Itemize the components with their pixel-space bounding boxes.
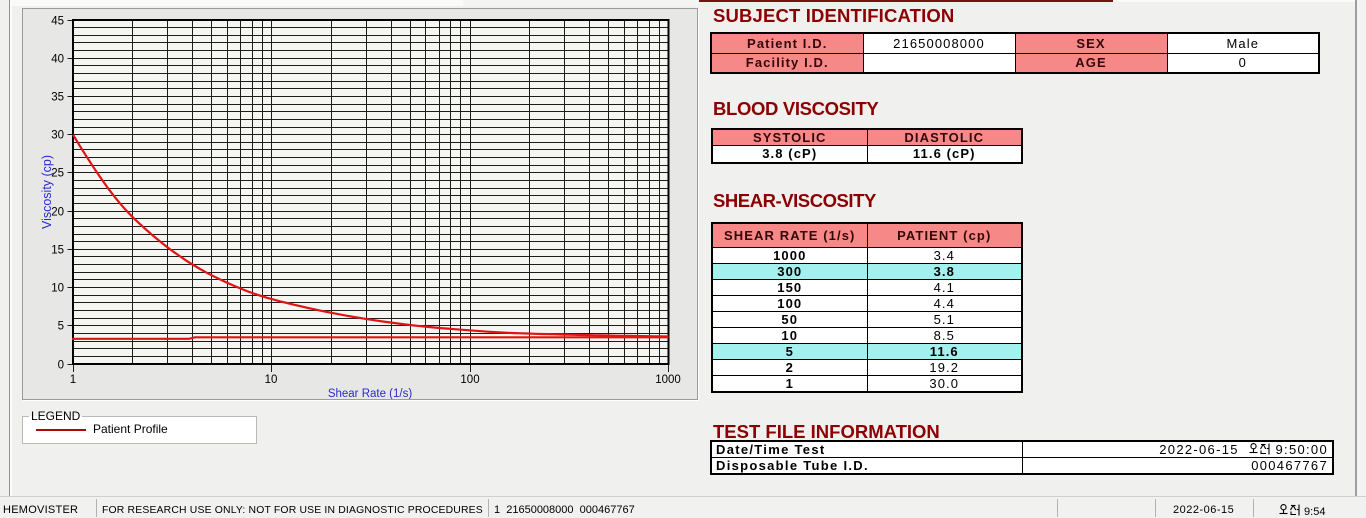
svg-text:15: 15 (51, 245, 64, 257)
svg-text:Viscosity (cp): Viscosity (cp) (40, 155, 54, 229)
svg-text:40: 40 (51, 54, 64, 66)
svg-text:100: 100 (460, 374, 479, 386)
svg-text:0: 0 (58, 360, 64, 372)
svg-text:1: 1 (70, 374, 76, 386)
svg-text:5: 5 (58, 321, 64, 333)
svg-text:10: 10 (265, 374, 278, 386)
svg-text:20: 20 (51, 207, 64, 219)
svg-text:30: 30 (51, 130, 64, 142)
svg-text:25: 25 (51, 168, 64, 180)
svg-text:35: 35 (51, 92, 64, 104)
svg-text:10: 10 (51, 283, 64, 295)
svg-text:Shear Rate (1/s): Shear Rate (1/s) (328, 388, 413, 399)
svg-text:45: 45 (51, 16, 64, 28)
svg-text:1000: 1000 (655, 374, 681, 386)
